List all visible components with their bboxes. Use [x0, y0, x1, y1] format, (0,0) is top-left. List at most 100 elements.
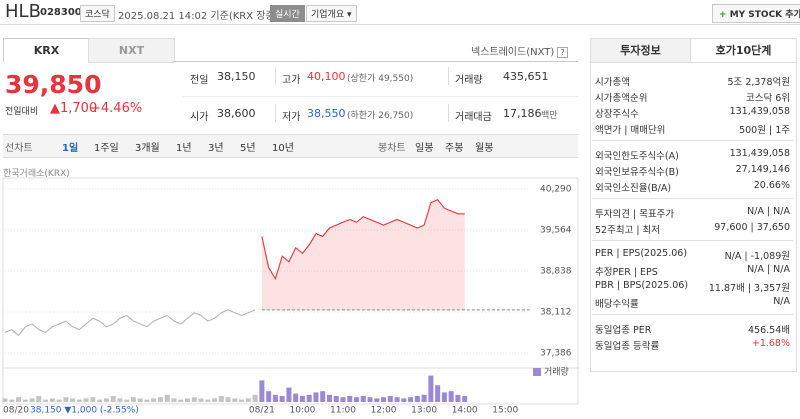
volume-bar	[293, 393, 299, 402]
volume-legend: 거래량	[544, 366, 569, 378]
stat-value: 17,186	[503, 107, 542, 120]
y-tick-label: 39,564	[540, 226, 572, 236]
volume-bar	[448, 391, 454, 402]
stat-label: 거래대금	[455, 112, 492, 123]
separator	[592, 314, 793, 315]
info-label: 외국인소진율(B/A)	[595, 183, 672, 194]
stat-label: 거래량	[455, 75, 483, 86]
volume-bar	[164, 394, 170, 402]
area	[261, 199, 465, 310]
period-link[interactable]: 1년	[176, 143, 192, 154]
x-tick-label: 08/21	[249, 406, 275, 416]
code: 028300	[40, 7, 82, 18]
info-value: 131,439,058	[729, 106, 790, 117]
candle-link[interactable]: 월봉	[475, 143, 494, 154]
label: MY STOCK 추가	[729, 10, 800, 20]
volume-bar	[408, 397, 414, 402]
realtime-badge[interactable]: 실시간	[270, 5, 305, 22]
candle-link[interactable]: 주봉	[445, 143, 464, 154]
separator	[592, 198, 793, 199]
line-chart-label: 선차트	[5, 143, 33, 154]
stat-label: 전일	[190, 75, 209, 86]
info-value: 456.54배	[748, 325, 790, 336]
label: 기업개요	[311, 10, 345, 20]
volume-bar	[56, 399, 62, 402]
volume-bar	[130, 397, 136, 402]
info-label: 동일업종 등락률	[595, 341, 660, 352]
info-label: 외국인한도주식수(A)	[595, 151, 679, 162]
period-bar	[3, 134, 578, 158]
market-badge: 코스닥	[80, 5, 115, 22]
period-link[interactable]: 3개월	[135, 143, 160, 154]
volume-bar	[198, 398, 204, 402]
period-link[interactable]: 3년	[208, 143, 224, 154]
info-value: 코스닥 6위	[745, 93, 790, 104]
info-value: N/A | N/A	[747, 264, 790, 275]
volume-bar	[347, 396, 353, 402]
symbol: HLB	[5, 1, 41, 22]
info-label: 시가총액순위	[595, 93, 648, 104]
stat-note: (하한가 26,750)	[347, 111, 414, 121]
candle-link[interactable]: 일봉	[415, 143, 434, 154]
stat-label: 시가	[190, 112, 209, 123]
volume-bar	[306, 394, 312, 402]
volume-bar	[218, 396, 224, 402]
change: ▲1,700	[50, 101, 98, 116]
info-value: 131,439,058	[729, 148, 790, 159]
period-link[interactable]: 1주일	[94, 143, 119, 154]
y-tick-label: 37,386	[540, 349, 572, 359]
period-link[interactable]: 10년	[272, 143, 294, 154]
volume-bar	[387, 396, 393, 402]
x-tick-label: 15:00	[492, 406, 518, 416]
tab-orderbook[interactable]: 호가10단계	[690, 39, 796, 63]
stat-value: 435,651	[503, 70, 549, 83]
info-value: +1.68%	[751, 338, 790, 349]
volume-bar	[137, 398, 143, 402]
info-label: 상장주식수	[595, 109, 639, 120]
company-overview-button[interactable]: 기업개요 ▾	[306, 5, 357, 22]
price: 39,850	[5, 70, 102, 99]
x-tick-label: 12:00	[371, 406, 397, 416]
info-label: 52주최고 | 최저	[595, 225, 661, 236]
volume-bar	[367, 397, 373, 402]
volume-bar	[110, 396, 116, 402]
info-label: PER | EPS(2025.06)	[595, 248, 688, 259]
period-link[interactable]: 5년	[240, 143, 256, 154]
stat-note: 백만	[541, 111, 558, 121]
volume-bar	[259, 380, 265, 402]
info-value: 500원 | 1주	[739, 125, 790, 136]
change-label: 전일대비	[5, 107, 39, 117]
period-link[interactable]: 1일	[62, 143, 79, 154]
volume-bar	[90, 397, 96, 402]
volume-bar	[178, 399, 184, 402]
volume-bar	[212, 398, 218, 402]
volume-legend-swatch	[533, 368, 541, 376]
nxt-link[interactable]: 넥스트레이드(NXT) ?	[471, 43, 568, 58]
label: 넥스트레이드(NXT)	[471, 47, 555, 58]
my-stock-button[interactable]: + MY STOCK 추가	[712, 4, 800, 23]
info-value: 20.66%	[753, 180, 790, 191]
volume-bar	[232, 398, 238, 402]
x-tick-label: 14:00	[452, 406, 478, 416]
volume-bar	[333, 396, 339, 402]
x-tick-label: 13:00	[411, 406, 437, 416]
volume-bar	[97, 399, 103, 402]
info-panel	[590, 38, 797, 372]
volume-bar	[239, 399, 245, 402]
volume-bar	[394, 397, 400, 402]
separator	[448, 67, 449, 85]
separator	[592, 240, 793, 241]
volume-bar	[326, 394, 332, 402]
volume-bar	[286, 387, 292, 402]
tab-nxt[interactable]: NXT	[88, 38, 175, 63]
tab-investment[interactable]: 투자정보	[591, 39, 690, 63]
info-label: 액면가 | 매매단위	[595, 125, 666, 136]
info-value: 11.87배 | 3,357원	[708, 283, 790, 294]
divider	[0, 24, 800, 25]
stat-value: 38,150	[217, 70, 256, 83]
timestamp: 2025.08.21 14:02 기준(KRX 장중)	[118, 11, 279, 22]
volume-bar	[462, 396, 468, 402]
volume-bar	[36, 396, 42, 402]
price-chart: 37,386 38,112 38,838 39,564 40,290 거래량 08/20 08…	[2, 177, 579, 416]
